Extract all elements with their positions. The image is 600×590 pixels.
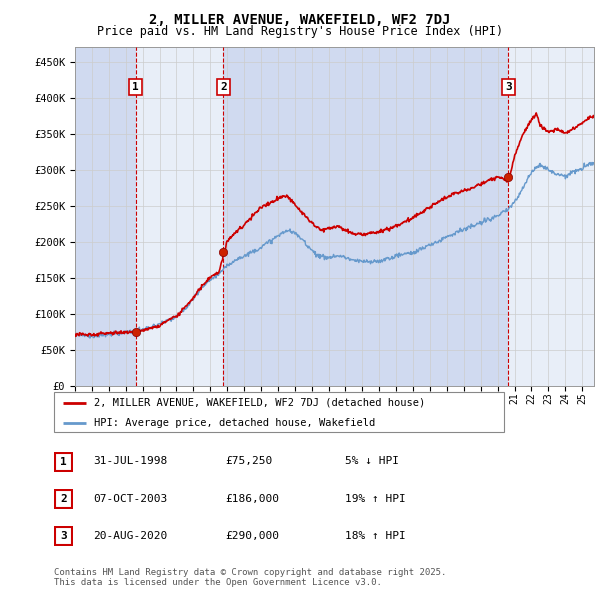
Text: HPI: Average price, detached house, Wakefield: HPI: Average price, detached house, Wake… <box>95 418 376 428</box>
Text: 3: 3 <box>60 532 67 541</box>
Text: 20-AUG-2020: 20-AUG-2020 <box>93 531 167 540</box>
Text: £75,250: £75,250 <box>225 457 272 466</box>
Text: Contains HM Land Registry data © Crown copyright and database right 2025.
This d: Contains HM Land Registry data © Crown c… <box>54 568 446 587</box>
Text: 19% ↑ HPI: 19% ↑ HPI <box>345 494 406 503</box>
Text: 2: 2 <box>60 494 67 504</box>
Text: £290,000: £290,000 <box>225 531 279 540</box>
Text: 3: 3 <box>505 82 512 92</box>
FancyBboxPatch shape <box>54 392 504 432</box>
Text: 18% ↑ HPI: 18% ↑ HPI <box>345 531 406 540</box>
Text: Price paid vs. HM Land Registry's House Price Index (HPI): Price paid vs. HM Land Registry's House … <box>97 25 503 38</box>
Text: 07-OCT-2003: 07-OCT-2003 <box>93 494 167 503</box>
Text: 1: 1 <box>132 82 139 92</box>
Bar <box>223 47 508 386</box>
FancyBboxPatch shape <box>55 527 72 545</box>
Text: 2: 2 <box>220 82 227 92</box>
Text: 2, MILLER AVENUE, WAKEFIELD, WF2 7DJ: 2, MILLER AVENUE, WAKEFIELD, WF2 7DJ <box>149 13 451 27</box>
Text: 1: 1 <box>60 457 67 467</box>
Bar <box>508 47 594 386</box>
FancyBboxPatch shape <box>55 453 72 471</box>
Text: 5% ↓ HPI: 5% ↓ HPI <box>345 457 399 466</box>
Text: £186,000: £186,000 <box>225 494 279 503</box>
Text: 2, MILLER AVENUE, WAKEFIELD, WF2 7DJ (detached house): 2, MILLER AVENUE, WAKEFIELD, WF2 7DJ (de… <box>95 398 426 408</box>
Bar <box>136 47 223 386</box>
Text: 31-JUL-1998: 31-JUL-1998 <box>93 457 167 466</box>
FancyBboxPatch shape <box>55 490 72 508</box>
Bar <box>75 47 136 386</box>
